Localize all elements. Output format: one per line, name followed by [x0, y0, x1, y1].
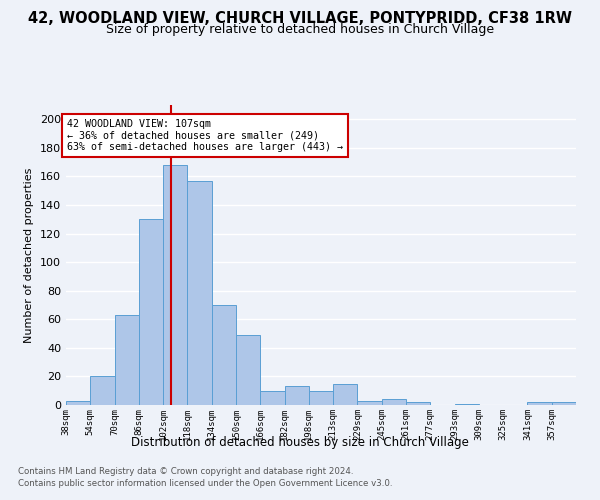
Bar — [115, 315, 139, 405]
Text: 42 WOODLAND VIEW: 107sqm
← 36% of detached houses are smaller (249)
63% of semi-: 42 WOODLAND VIEW: 107sqm ← 36% of detach… — [67, 120, 343, 152]
Text: Contains public sector information licensed under the Open Government Licence v3: Contains public sector information licen… — [18, 478, 392, 488]
Bar — [358, 400, 382, 405]
Bar — [139, 220, 163, 405]
Bar — [90, 376, 115, 405]
Bar — [527, 402, 552, 405]
Text: Size of property relative to detached houses in Church Village: Size of property relative to detached ho… — [106, 22, 494, 36]
Bar — [260, 390, 284, 405]
Text: Contains HM Land Registry data © Crown copyright and database right 2024.: Contains HM Land Registry data © Crown c… — [18, 467, 353, 476]
Bar — [309, 390, 333, 405]
Bar — [333, 384, 358, 405]
Bar — [406, 402, 430, 405]
Text: Distribution of detached houses by size in Church Village: Distribution of detached houses by size … — [131, 436, 469, 449]
Bar — [187, 180, 212, 405]
Bar — [284, 386, 309, 405]
Bar — [66, 400, 90, 405]
Bar — [552, 402, 576, 405]
Bar — [455, 404, 479, 405]
Bar — [382, 400, 406, 405]
Text: 42, WOODLAND VIEW, CHURCH VILLAGE, PONTYPRIDD, CF38 1RW: 42, WOODLAND VIEW, CHURCH VILLAGE, PONTY… — [28, 11, 572, 26]
Y-axis label: Number of detached properties: Number of detached properties — [25, 168, 34, 342]
Bar — [212, 305, 236, 405]
Bar — [163, 165, 187, 405]
Bar — [236, 335, 260, 405]
